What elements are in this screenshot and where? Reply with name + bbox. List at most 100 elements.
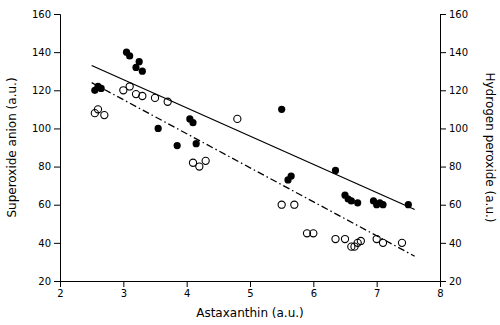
tick-label: 80 (38, 161, 51, 172)
tick: 4 (184, 281, 190, 299)
tick-mark (123, 281, 124, 287)
tick: 140 (440, 47, 468, 58)
tick-label: 4 (184, 288, 190, 299)
axis-line (441, 15, 447, 282)
tick: 6 (311, 281, 317, 299)
tick-mark (440, 281, 446, 282)
tick: 5 (247, 281, 253, 299)
tick-mark (54, 281, 60, 282)
tick-mark (440, 128, 446, 129)
tick-label: 40 (38, 238, 51, 249)
point (234, 115, 241, 122)
point (136, 58, 143, 65)
regression-line (92, 65, 415, 209)
point (193, 140, 200, 147)
point (341, 235, 348, 242)
point (126, 83, 133, 90)
tick-label: 2 (57, 288, 63, 299)
tick-mark (54, 14, 60, 15)
tick-mark (54, 128, 60, 129)
point (174, 142, 181, 149)
tick: 40 (440, 238, 462, 249)
tick: 60 (440, 199, 462, 210)
tick-mark (54, 52, 60, 53)
tick: 160 (32, 9, 60, 20)
tick-label: 40 (449, 238, 462, 249)
x-axis-title: Astaxanthin (a.u.) (196, 306, 304, 320)
tick: 120 (440, 85, 468, 96)
point (139, 68, 146, 75)
tick-label: 80 (449, 161, 462, 172)
tick: 120 (32, 85, 60, 96)
point (398, 239, 405, 246)
tick: 160 (440, 9, 468, 20)
tick-mark (440, 167, 446, 168)
tick-label: 120 (449, 85, 468, 96)
tick-label: 100 (32, 123, 51, 134)
tick-label: 100 (449, 123, 468, 134)
tick-mark (313, 281, 314, 287)
plot-area (91, 49, 414, 257)
point (164, 98, 171, 105)
point (278, 201, 285, 208)
tick-label: 120 (32, 85, 51, 96)
tick: 2 (57, 281, 63, 299)
tick-label: 7 (374, 288, 380, 299)
point (332, 235, 339, 242)
axis: 20 40 60 80 100 120 140 160 (440, 9, 468, 287)
tick: 7 (374, 281, 380, 299)
tick-label: 6 (311, 288, 317, 299)
point (155, 125, 162, 132)
tick-mark (440, 14, 446, 15)
point (291, 201, 298, 208)
tick: 140 (32, 47, 60, 58)
tick-label: 160 (32, 9, 51, 20)
tick-label: 20 (449, 276, 462, 287)
axis-line (54, 15, 61, 282)
tick-mark (54, 243, 60, 244)
tick-label: 60 (449, 199, 462, 210)
y-axis-title: Superoxide anion (a.u.) (5, 77, 19, 217)
point (101, 111, 108, 118)
tick: 100 (440, 123, 468, 134)
tick: 20 (440, 276, 462, 287)
tick: 3 (121, 281, 127, 299)
tick: 40 (38, 238, 60, 249)
tick-mark (440, 243, 446, 244)
tick-mark (54, 90, 60, 91)
tick-label: 5 (247, 288, 253, 299)
tick: 8 (437, 281, 443, 299)
tick: 60 (38, 199, 60, 210)
y2-axis-title: Hydrogen peroxide (a.u.) (483, 72, 497, 222)
series (91, 49, 412, 209)
tick: 100 (32, 123, 60, 134)
tick-mark (54, 167, 60, 168)
point (94, 106, 101, 113)
tick-mark (54, 205, 60, 206)
tick-mark (440, 52, 446, 53)
tick-label: 60 (38, 199, 51, 210)
tick: 80 (38, 161, 60, 172)
tick-mark (250, 281, 251, 287)
point (354, 199, 361, 206)
regression-line (92, 83, 415, 257)
point (288, 173, 295, 180)
axis-line (61, 282, 441, 288)
point (357, 237, 364, 244)
axis: 20 40 60 80 100 120 140 160 (32, 9, 61, 287)
point (379, 201, 386, 208)
point (139, 92, 146, 99)
tick-label: 20 (38, 276, 51, 287)
point (310, 230, 317, 237)
point (126, 52, 133, 59)
point (151, 94, 158, 101)
tick-label: 140 (32, 47, 51, 58)
tick-label: 160 (449, 9, 468, 20)
tick-mark (187, 281, 188, 287)
point (348, 197, 355, 204)
point (189, 119, 196, 126)
tick: 20 (38, 276, 60, 287)
tick-label: 140 (449, 47, 468, 58)
tick-label: 3 (121, 288, 127, 299)
axis: 2 3 4 5 6 7 8 (57, 281, 443, 299)
